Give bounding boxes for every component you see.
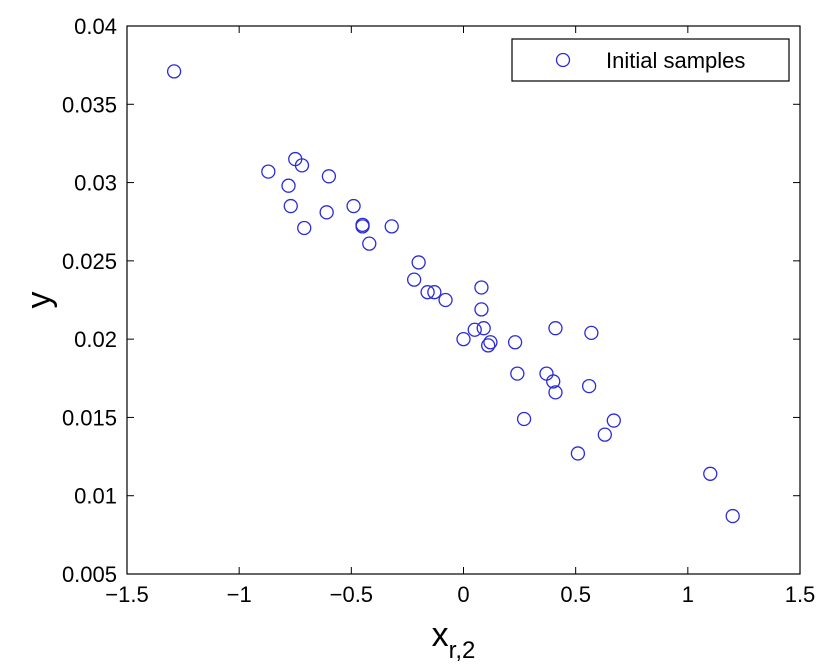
data-point (474, 302, 489, 317)
data-point (725, 508, 740, 524)
legend: Initial samples (511, 38, 790, 82)
data-point (384, 219, 399, 234)
plot-area-frame (126, 25, 801, 575)
y-tick-label: 0.005 (62, 562, 117, 587)
y-tick-label: 0.035 (62, 92, 117, 117)
x-tick-label: 0 (457, 582, 469, 607)
legend-marker-icon (555, 52, 571, 68)
x-tick-label: −0.5 (330, 582, 373, 607)
x-tick-label: 1 (682, 582, 694, 607)
data-point (319, 205, 334, 220)
data-point (703, 466, 718, 481)
data-point (355, 219, 370, 234)
x-axis-label-subscript: r,2 (449, 637, 476, 664)
data-point (261, 164, 276, 179)
data-point (467, 322, 482, 337)
data-point (581, 378, 597, 394)
points-layer (166, 64, 740, 524)
data-point (548, 385, 563, 400)
x-tick-label: 1.5 (785, 582, 816, 607)
data-point (321, 169, 337, 184)
y-tick-label: 0.015 (62, 405, 117, 430)
data-point (597, 427, 612, 442)
data-point (606, 413, 621, 428)
data-point (507, 335, 523, 350)
data-point (516, 411, 532, 427)
y-tick-label: 0.04 (74, 14, 117, 39)
x-axis-label-main: x (432, 616, 449, 654)
x-tick-label: −1 (227, 582, 252, 607)
x-tick-label: 0.5 (560, 582, 591, 607)
data-point (427, 285, 442, 300)
data-point (481, 338, 496, 353)
data-point (570, 446, 586, 461)
data-point (476, 321, 491, 336)
data-point (411, 255, 426, 270)
y-tick-label: 0.02 (74, 327, 117, 352)
data-point (362, 236, 377, 251)
y-tick-label: 0.01 (74, 484, 117, 509)
data-point (283, 198, 298, 214)
data-point (281, 178, 296, 193)
x-tick-label: −1.5 (105, 582, 148, 607)
legend-label: Initial samples (606, 48, 745, 73)
y-tick-label: 0.025 (62, 249, 117, 274)
data-point (166, 64, 182, 79)
data-point (420, 285, 435, 300)
data-point (510, 366, 525, 381)
data-point (294, 158, 310, 173)
legend-box (511, 38, 790, 82)
ticks-layer: −1.5 −1 −0.5 0 0.5 1 1.5 0.005 0.01 0.015 0.02 0.02… (62, 14, 815, 607)
data-point (483, 335, 498, 350)
data-point (297, 220, 312, 236)
data-point (346, 198, 361, 214)
data-point (548, 321, 563, 336)
data-point (584, 325, 599, 341)
data-point (456, 331, 471, 347)
data-point (406, 272, 422, 287)
y-axis-label: y (20, 292, 58, 309)
data-point (438, 292, 453, 308)
data-point (546, 374, 561, 389)
y-tick-label: 0.03 (74, 171, 117, 196)
x-axis-label: xr,2 (432, 616, 476, 664)
data-point (474, 280, 489, 295)
data-point (539, 366, 554, 381)
